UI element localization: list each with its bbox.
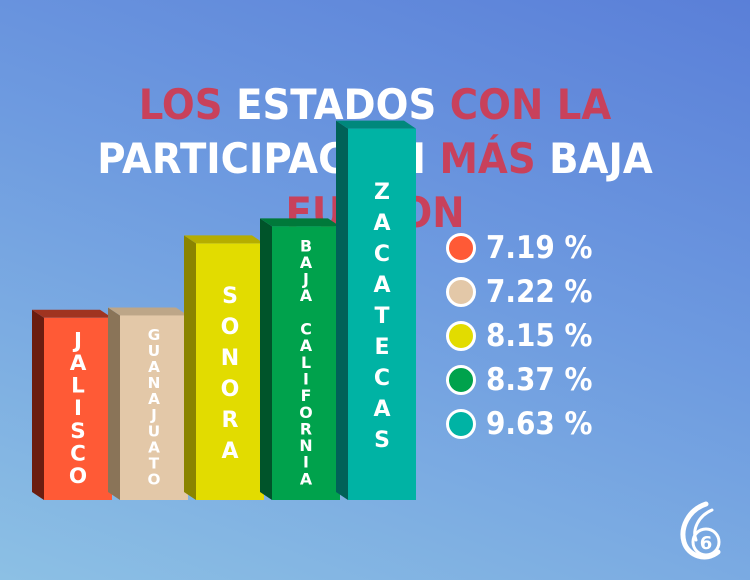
bar-top (32, 309, 112, 318)
legend-swatch (446, 233, 476, 263)
bar-side (32, 309, 44, 500)
legend-value-label: 7.19 % (486, 230, 593, 266)
bar-top (108, 307, 188, 316)
chart-legend: 7.19 % 7.22 % 8.15 % 8.37 % 9.63 % (446, 226, 592, 446)
title-line-1: LOS ESTADOS CON LA (30, 78, 720, 132)
channel-6-logo-icon: 6 (680, 501, 721, 560)
title-word: MÁS (439, 134, 550, 183)
bar-side (260, 218, 272, 500)
bar-front (348, 128, 416, 501)
legend-swatch (446, 321, 476, 351)
bar-front (44, 317, 112, 500)
legend-swatch (446, 365, 476, 395)
bar-front (196, 243, 264, 500)
legend-item: 7.22 % (446, 270, 592, 314)
legend-item: 8.15 % (446, 314, 592, 358)
title-word: CON LA (449, 80, 612, 129)
bar-side (184, 235, 196, 500)
legend-item: 8.37 % (446, 358, 592, 402)
legend-value-label: 9.63 % (486, 406, 593, 442)
bar-side (108, 307, 120, 500)
legend-value-label: 8.37 % (486, 362, 593, 398)
legend-swatch (446, 277, 476, 307)
title-word: LOS (138, 80, 237, 129)
title-word: BAJA (549, 134, 653, 183)
bar-top (336, 120, 416, 129)
legend-item: 7.19 % (446, 226, 592, 270)
logo-text: 6 (700, 533, 713, 554)
bar-front (272, 226, 340, 500)
bar-side (336, 120, 348, 501)
bar-top (260, 218, 340, 227)
legend-value-label: 8.15 % (486, 318, 593, 354)
bar-top (184, 235, 264, 244)
legend-swatch (446, 409, 476, 439)
legend-item: 9.63 % (446, 402, 592, 446)
bar-front (120, 315, 188, 500)
legend-value-label: 7.22 % (486, 274, 593, 310)
